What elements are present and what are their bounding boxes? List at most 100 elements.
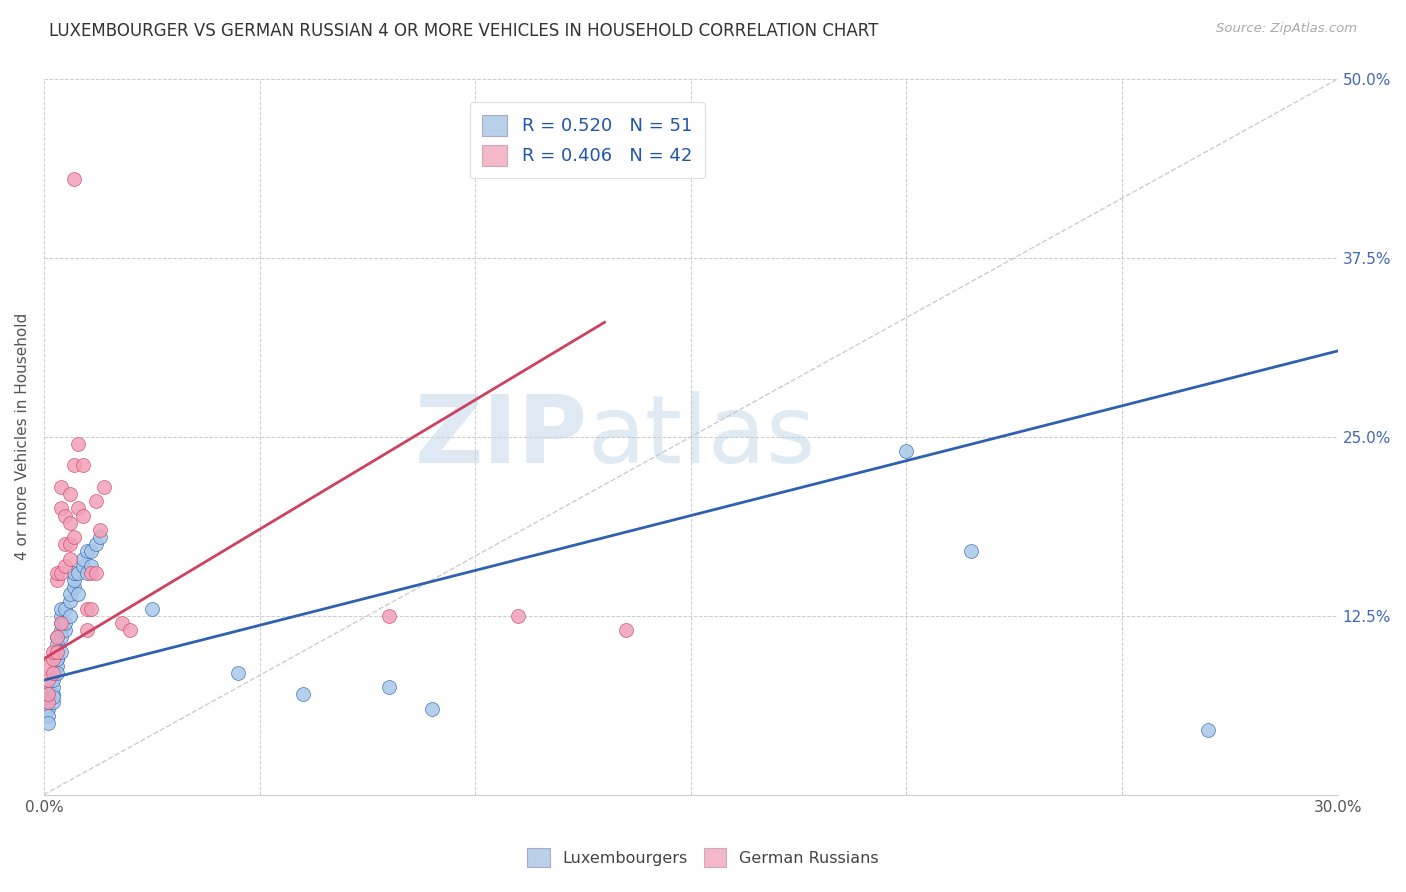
Point bbox=[55, 601, 77, 615]
Point bbox=[76, 544, 98, 558]
Point bbox=[72, 558, 94, 573]
Point bbox=[49, 615, 72, 630]
Point bbox=[41, 651, 63, 665]
Point bbox=[37, 695, 59, 709]
Point bbox=[141, 601, 163, 615]
Point bbox=[67, 501, 90, 516]
Point bbox=[63, 458, 86, 473]
Point bbox=[41, 695, 63, 709]
Point bbox=[960, 544, 983, 558]
Point bbox=[76, 601, 98, 615]
Point bbox=[93, 480, 115, 494]
Point bbox=[59, 487, 82, 501]
Point bbox=[59, 587, 82, 601]
Point bbox=[37, 688, 59, 702]
Text: Source: ZipAtlas.com: Source: ZipAtlas.com bbox=[1216, 22, 1357, 36]
Point bbox=[72, 458, 94, 473]
Point bbox=[49, 623, 72, 637]
Point bbox=[45, 644, 67, 658]
Point bbox=[49, 566, 72, 580]
Point bbox=[37, 702, 59, 716]
Point bbox=[67, 587, 90, 601]
Point bbox=[80, 601, 103, 615]
Point bbox=[378, 608, 401, 623]
Point bbox=[41, 688, 63, 702]
Point bbox=[49, 601, 72, 615]
Point bbox=[72, 551, 94, 566]
Point bbox=[63, 580, 86, 594]
Point bbox=[37, 673, 59, 688]
Point bbox=[63, 566, 86, 580]
Point bbox=[37, 688, 59, 702]
Point bbox=[49, 630, 72, 644]
Point bbox=[45, 573, 67, 587]
Point bbox=[45, 630, 67, 644]
Point bbox=[37, 709, 59, 723]
Point bbox=[84, 494, 107, 508]
Point bbox=[89, 530, 111, 544]
Point bbox=[80, 558, 103, 573]
Point bbox=[37, 684, 59, 698]
Point bbox=[55, 623, 77, 637]
Point bbox=[55, 537, 77, 551]
Point bbox=[45, 644, 67, 658]
Point bbox=[76, 623, 98, 637]
Point bbox=[45, 651, 67, 665]
Point bbox=[63, 530, 86, 544]
Point bbox=[896, 444, 918, 458]
Y-axis label: 4 or more Vehicles in Household: 4 or more Vehicles in Household bbox=[15, 313, 30, 560]
Point bbox=[37, 716, 59, 731]
Point bbox=[120, 623, 142, 637]
Point bbox=[37, 658, 59, 673]
Point bbox=[49, 480, 72, 494]
Point bbox=[72, 508, 94, 523]
Point bbox=[63, 172, 86, 186]
Point bbox=[59, 516, 82, 530]
Point bbox=[59, 608, 82, 623]
Legend: Luxembourgers, German Russians: Luxembourgers, German Russians bbox=[522, 842, 884, 873]
Point bbox=[55, 558, 77, 573]
Point bbox=[45, 630, 67, 644]
Point bbox=[508, 608, 530, 623]
Point bbox=[84, 537, 107, 551]
Point bbox=[55, 615, 77, 630]
Point bbox=[80, 566, 103, 580]
Point bbox=[49, 608, 72, 623]
Point bbox=[45, 658, 67, 673]
Legend: R = 0.520   N = 51, R = 0.406   N = 42: R = 0.520 N = 51, R = 0.406 N = 42 bbox=[470, 103, 704, 178]
Point bbox=[291, 688, 314, 702]
Point bbox=[1197, 723, 1219, 738]
Point bbox=[226, 666, 249, 681]
Point bbox=[41, 690, 63, 705]
Point bbox=[55, 508, 77, 523]
Point bbox=[45, 566, 67, 580]
Point bbox=[45, 637, 67, 651]
Point bbox=[76, 566, 98, 580]
Point bbox=[84, 566, 107, 580]
Point bbox=[41, 673, 63, 688]
Point bbox=[49, 501, 72, 516]
Point bbox=[59, 594, 82, 608]
Text: atlas: atlas bbox=[588, 391, 815, 483]
Point bbox=[49, 644, 72, 658]
Point bbox=[67, 566, 90, 580]
Point bbox=[37, 695, 59, 709]
Point bbox=[614, 623, 637, 637]
Point bbox=[45, 651, 67, 665]
Point bbox=[59, 551, 82, 566]
Text: ZIP: ZIP bbox=[415, 391, 588, 483]
Point bbox=[63, 573, 86, 587]
Point bbox=[49, 615, 72, 630]
Point bbox=[110, 615, 132, 630]
Point bbox=[41, 666, 63, 681]
Point bbox=[41, 644, 63, 658]
Point bbox=[89, 523, 111, 537]
Point bbox=[67, 437, 90, 451]
Point bbox=[80, 544, 103, 558]
Point bbox=[59, 537, 82, 551]
Text: LUXEMBOURGER VS GERMAN RUSSIAN 4 OR MORE VEHICLES IN HOUSEHOLD CORRELATION CHART: LUXEMBOURGER VS GERMAN RUSSIAN 4 OR MORE… bbox=[49, 22, 879, 40]
Point bbox=[420, 702, 443, 716]
Point bbox=[41, 681, 63, 695]
Point bbox=[45, 666, 67, 681]
Point bbox=[378, 681, 401, 695]
